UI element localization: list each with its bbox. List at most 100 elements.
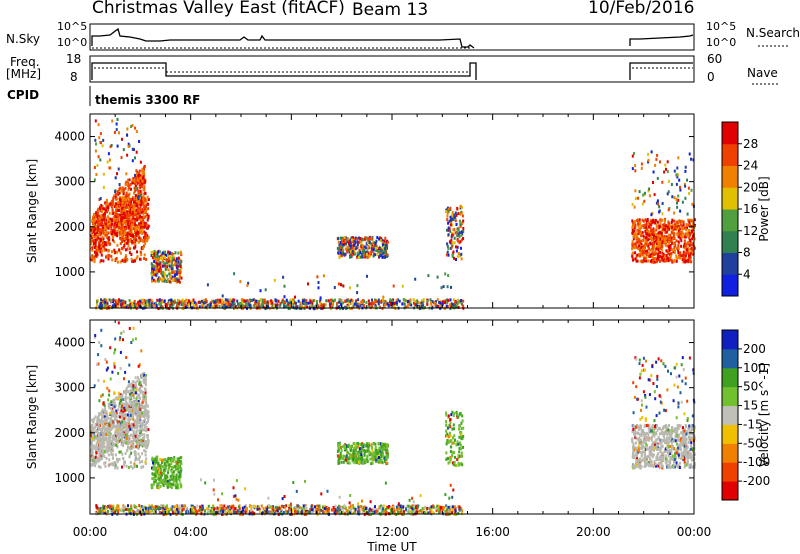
power-cell	[631, 219, 634, 223]
velocity-cell	[135, 388, 138, 392]
power-cell	[145, 299, 148, 303]
velocity-cell	[141, 422, 144, 426]
power-cell	[203, 299, 206, 303]
power-cell	[457, 232, 460, 236]
power-cell	[680, 223, 683, 227]
power-cell	[171, 271, 174, 275]
velocity-cell	[96, 456, 99, 460]
power-cell	[342, 301, 345, 305]
power-cell	[385, 240, 388, 244]
power-cell	[118, 300, 120, 304]
velocity-cell	[95, 441, 98, 445]
power-cell	[641, 218, 644, 222]
power-cell	[102, 185, 105, 189]
power-cell	[644, 230, 647, 233]
power-cell	[338, 248, 341, 252]
power-cell	[639, 227, 642, 231]
power-cell	[175, 270, 178, 274]
power-cell	[96, 246, 99, 249]
power-cell	[126, 247, 129, 251]
power-cell	[377, 302, 380, 306]
power-cell	[130, 304, 133, 308]
power-cell	[338, 305, 341, 309]
power-cell	[434, 302, 437, 306]
velocity-cell	[104, 417, 107, 421]
velocity-cell	[110, 450, 113, 454]
power-cell	[670, 252, 673, 255]
power-cell	[349, 249, 352, 253]
power-cell	[111, 238, 114, 242]
power-cell	[132, 227, 135, 230]
power-cell	[678, 230, 681, 234]
power-cell	[354, 300, 357, 304]
power-cell	[634, 224, 637, 228]
power-cell	[139, 237, 142, 241]
power-cell	[447, 221, 450, 225]
power-cell	[170, 276, 173, 280]
velocity-cell	[144, 440, 147, 443]
velocity-cell	[140, 376, 143, 379]
power-cell	[659, 254, 662, 258]
power-cell	[182, 304, 185, 308]
power-cell	[181, 302, 184, 306]
velocity-cell	[113, 437, 116, 441]
power-cell	[370, 237, 373, 241]
power-cell	[668, 233, 671, 237]
power-cell	[313, 307, 316, 311]
power-cell	[106, 208, 109, 212]
power-cell	[117, 205, 120, 209]
power-cell	[210, 301, 213, 305]
power-cell	[135, 256, 138, 260]
power-cell	[95, 215, 98, 219]
power-cell	[447, 226, 450, 230]
velocity-cell	[119, 438, 122, 442]
power-cell	[636, 253, 639, 257]
power-cell	[171, 259, 174, 262]
power-cell	[115, 212, 118, 216]
velocity-cell	[122, 410, 125, 414]
power-cell	[95, 235, 98, 239]
power-cell	[648, 233, 651, 237]
power-cell	[143, 224, 146, 228]
power-cell	[125, 220, 128, 223]
velocity-cell	[140, 428, 143, 432]
power-cell	[450, 238, 453, 242]
power-cell	[146, 195, 149, 199]
power-cell	[169, 255, 172, 259]
power-cell	[639, 259, 642, 263]
power-cell	[90, 255, 93, 259]
power-cell	[94, 138, 97, 142]
power-cell	[675, 225, 678, 229]
power-cell	[377, 300, 380, 304]
power-cell	[341, 251, 344, 255]
power-cell	[124, 248, 127, 252]
power-cell	[104, 300, 107, 304]
power-cell	[460, 257, 463, 261]
velocity-cell	[128, 465, 130, 469]
power-cell	[646, 218, 649, 221]
power-cell	[140, 203, 142, 207]
power-cell	[652, 253, 655, 256]
velocity-cell	[141, 425, 143, 429]
power-cell	[665, 259, 668, 263]
power-cell	[687, 246, 690, 250]
power-cell	[684, 243, 687, 247]
power-cell	[124, 186, 127, 190]
power-cell	[675, 232, 678, 236]
velocity-cell	[125, 464, 128, 468]
power-cell	[173, 270, 176, 274]
power-cell	[115, 215, 118, 219]
power-cell	[652, 250, 655, 254]
nave-label: Nave	[747, 66, 778, 80]
power-cell	[136, 170, 139, 174]
power-cell	[688, 256, 691, 260]
power-cell	[138, 213, 141, 217]
power-cell	[454, 211, 457, 215]
power-cell	[115, 232, 118, 235]
velocity-cell	[134, 425, 137, 429]
velocity-cell	[110, 412, 113, 416]
power-cell	[217, 301, 220, 305]
power-cell	[96, 303, 99, 307]
velocity-cell	[130, 428, 133, 431]
power-cell	[647, 243, 650, 246]
